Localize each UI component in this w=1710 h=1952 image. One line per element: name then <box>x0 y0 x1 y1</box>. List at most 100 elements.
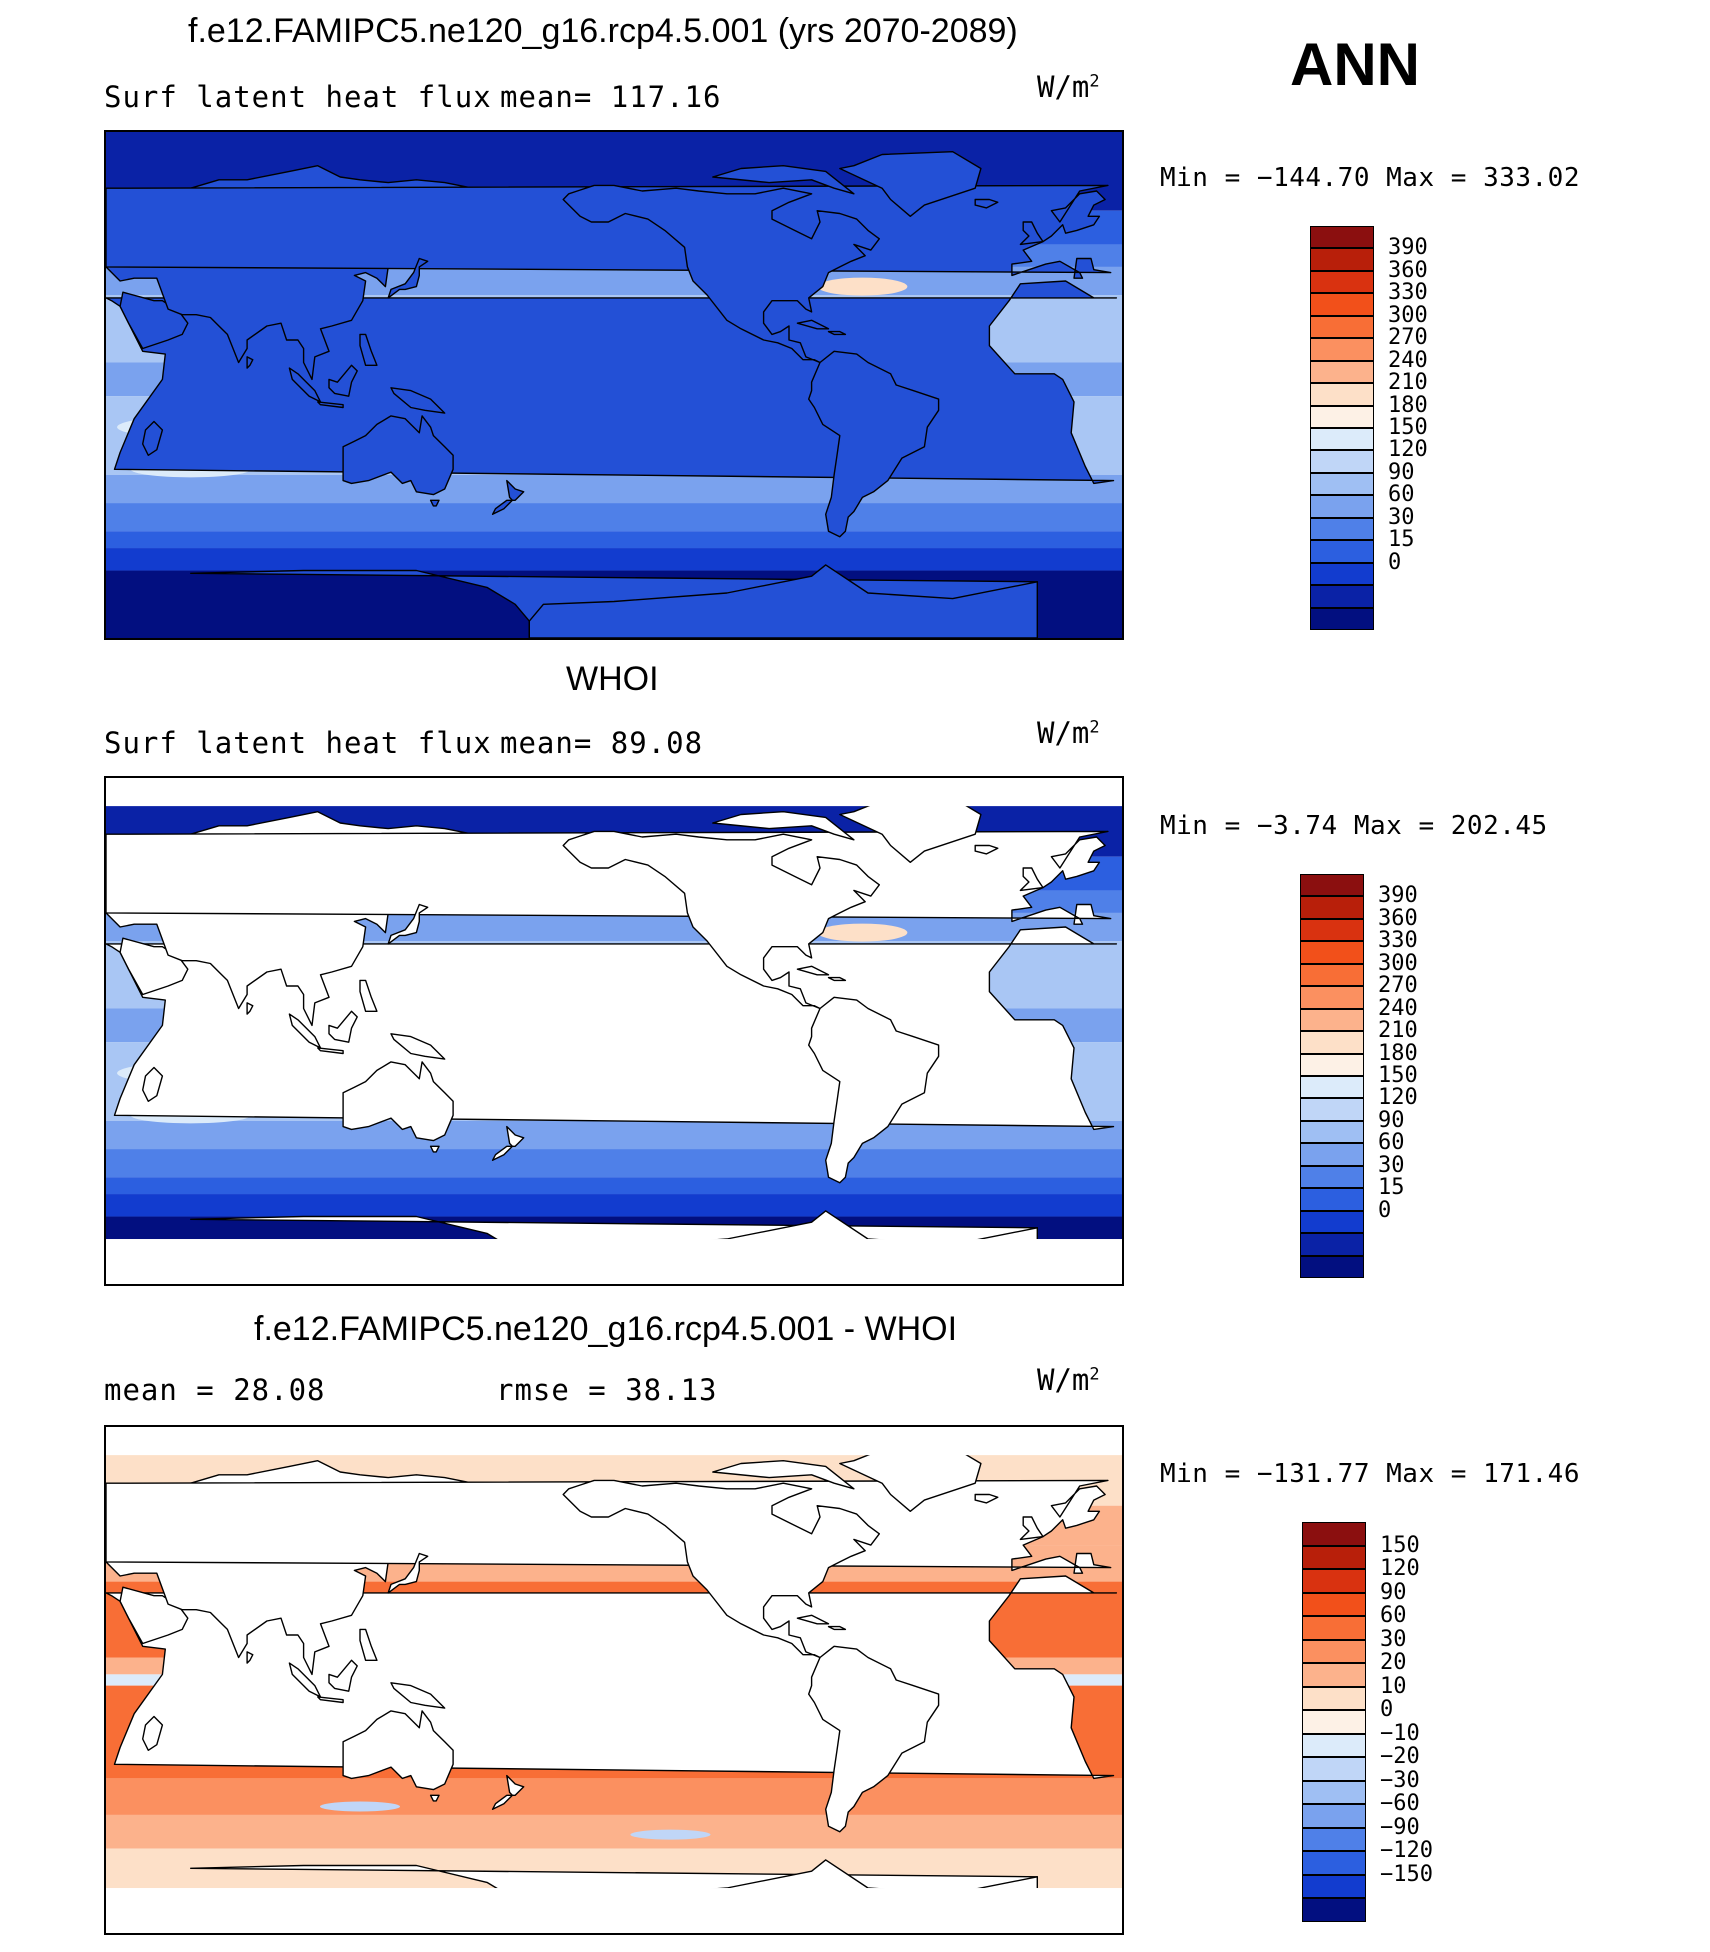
coastline <box>328 364 358 397</box>
coastline <box>316 401 344 409</box>
coastline <box>491 1794 514 1810</box>
coastline <box>119 291 189 350</box>
coastline <box>1019 221 1044 246</box>
unit-text: W/m <box>1037 1363 1090 1397</box>
colorbar-tick-label: −150 <box>1380 1861 1433 1887</box>
colorbar-swatch <box>1302 1757 1366 1781</box>
colorbar-swatch <box>1300 963 1364 987</box>
season-label: ANN <box>1290 31 1420 98</box>
colorbar-tick-label: 270 <box>1388 325 1428 351</box>
colorbar-swatch <box>1310 472 1374 496</box>
colorbar-swatch <box>1300 1255 1364 1278</box>
colorbar-swatch <box>1302 1522 1366 1546</box>
panel-2-mean-label: mean= 89.08 <box>500 726 704 760</box>
coastline <box>142 1066 164 1102</box>
colorbar-tick-label: −10 <box>1380 1720 1420 1746</box>
coastline <box>316 1696 344 1704</box>
colorbar-swatch <box>1302 1545 1366 1570</box>
colorbar-swatch <box>1300 986 1364 1009</box>
colorbar-swatch <box>1300 1165 1364 1189</box>
coastline <box>387 903 429 945</box>
difference-band <box>106 1778 1122 1815</box>
coastline <box>712 811 855 841</box>
colorbar-swatch <box>1310 248 1374 271</box>
colorbar-tick-label: 150 <box>1380 1532 1420 1558</box>
colorbar-swatch <box>1300 941 1364 964</box>
panel-1-title: f.e12.FAMIPC5.ne120_g16.rcp4.5.001 (yrs … <box>188 12 1018 50</box>
colorbar-tick-label: 30 <box>1388 504 1415 530</box>
coastline <box>808 996 940 1184</box>
colorbar-swatch <box>1310 607 1374 630</box>
colorbar-swatch <box>1300 1008 1364 1032</box>
colorbar-swatch <box>1302 1616 1366 1640</box>
colorbar-tick-label: 330 <box>1378 928 1418 954</box>
colorbar-tick-label: 240 <box>1378 995 1418 1021</box>
coastline <box>506 1774 525 1796</box>
colorbar-swatch <box>1302 1639 1366 1664</box>
unit-superscript: 2 <box>1089 717 1100 738</box>
colorbar-tick-label: 60 <box>1380 1603 1407 1629</box>
colorbar-swatch <box>1302 1874 1366 1899</box>
panel-2-unit: W/m2 <box>1037 716 1100 750</box>
colorbar-swatch <box>1300 1210 1364 1234</box>
coastline <box>390 387 446 414</box>
colorbar-swatch <box>1300 918 1364 942</box>
coastline <box>562 1479 880 1659</box>
colorbar-swatch <box>1300 1031 1364 1054</box>
colorbar-tick-label: 240 <box>1388 347 1428 373</box>
colorbar-tick-label: 120 <box>1380 1556 1420 1582</box>
coastline <box>491 1145 514 1161</box>
panel-1-map-field <box>106 132 1122 638</box>
coastline <box>359 979 378 1013</box>
coastline <box>808 350 940 538</box>
coastline <box>342 415 454 496</box>
colorbar-swatch <box>1310 405 1374 428</box>
coastline <box>359 333 378 367</box>
colorbar-swatch <box>1310 226 1374 249</box>
coastline <box>142 420 164 456</box>
coastline <box>390 1033 446 1060</box>
colorbar-tick-label: −60 <box>1380 1791 1420 1817</box>
colorbar-swatch <box>1310 315 1374 339</box>
colorbar-swatch <box>1310 428 1374 451</box>
colorbar-swatch <box>1300 1143 1364 1166</box>
difference-minimum <box>630 1829 711 1840</box>
colorbar-tick-label: 360 <box>1378 905 1418 931</box>
coastline <box>712 165 855 195</box>
missing-data-mask <box>106 778 1122 807</box>
colorbar-tick-label: 60 <box>1378 1130 1405 1156</box>
colorbar-tick-label: 15 <box>1378 1175 1405 1201</box>
colorbar-swatch <box>1302 1851 1366 1875</box>
colorbar-tick-label: 0 <box>1378 1197 1392 1223</box>
coastline <box>246 1002 254 1015</box>
colorbar-swatch <box>1302 1780 1366 1805</box>
panel-2-map-field <box>106 778 1122 1284</box>
colorbar-tick-label: 210 <box>1378 1018 1418 1044</box>
panel-1-min-max: Min = −144.70 Max = 333.02 <box>1160 163 1580 193</box>
difference-minimum <box>320 1801 400 1812</box>
panel-1-unit: W/m2 <box>1037 70 1100 104</box>
coastline <box>328 1010 358 1043</box>
coastline <box>1019 1516 1044 1541</box>
coastline <box>796 319 830 330</box>
coastline <box>974 198 999 209</box>
panel-1-map <box>104 130 1124 640</box>
colorbar-tick-label: 0 <box>1388 549 1402 575</box>
colorbar-swatch <box>1302 1663 1366 1687</box>
panel-2-colorbar: 390 360 330 300 270 240 210 180 150 120 90 60 30 15 0 <box>1300 874 1418 1278</box>
colorbar-swatch <box>1300 1053 1364 1076</box>
panel-2-min-max: Min = −3.74 Max = 202.45 <box>1160 811 1548 841</box>
panel-3-rmse-label: rmse = 38.13 <box>496 1373 718 1407</box>
panel-3-min-max: Min = −131.77 Max = 171.46 <box>1160 1459 1580 1489</box>
colorbar-tick-label: 120 <box>1388 437 1428 463</box>
coastline <box>429 1794 440 1802</box>
colorbar-tick-label: 120 <box>1378 1085 1418 1111</box>
panel-1-mean-label: mean= 117.16 <box>500 80 722 114</box>
colorbar-tick-label: 150 <box>1388 415 1428 440</box>
panel-2-map <box>104 776 1124 1286</box>
colorbar-tick-label: 30 <box>1378 1152 1405 1178</box>
colorbar-tick-label: 10 <box>1380 1673 1407 1699</box>
coastline <box>316 1047 344 1055</box>
panel-2-variable-label: Surf latent heat flux <box>104 726 492 760</box>
flux-band <box>106 474 1122 504</box>
